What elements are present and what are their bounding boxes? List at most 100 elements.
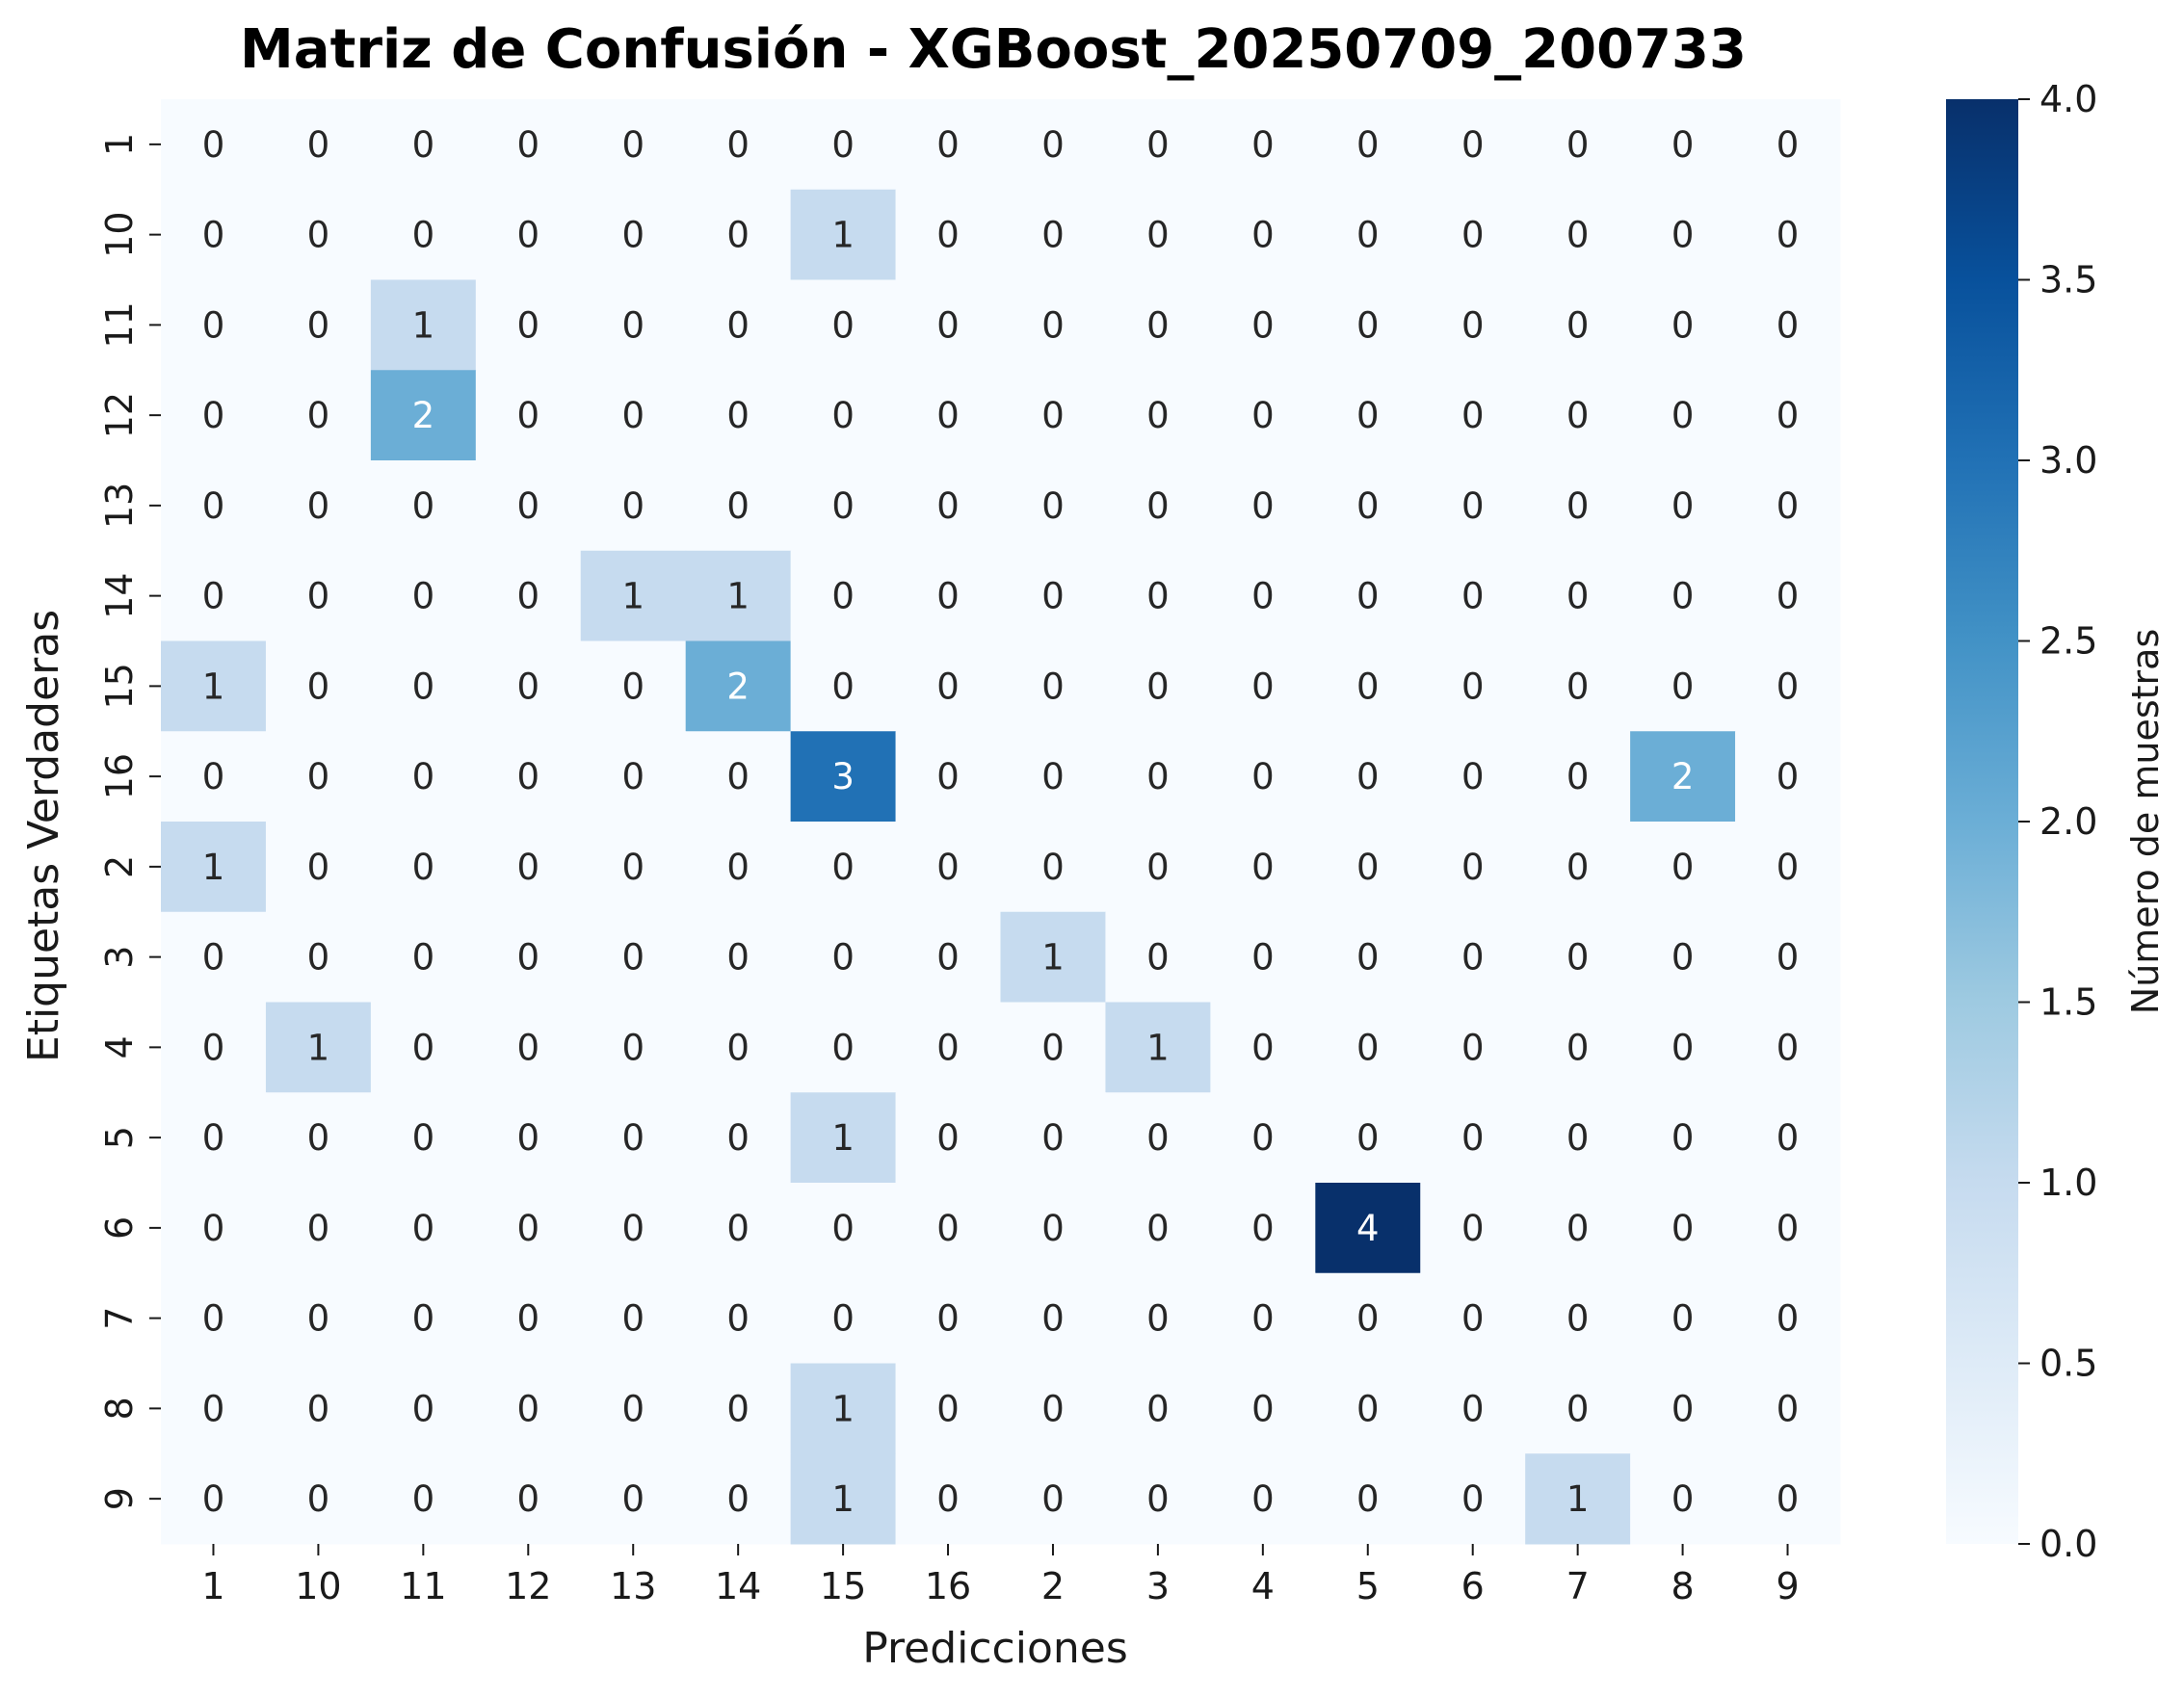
heatmap-cell [1105,1453,1211,1545]
heatmap-cell [1315,550,1421,641]
cell-value-label: 0 [831,1027,855,1068]
cell-value-label: 0 [202,1388,225,1429]
heatmap-cell [1525,1002,1631,1093]
heatmap-cell [265,189,372,280]
heatmap-cell [1210,911,1316,1003]
heatmap-cell [1630,189,1736,280]
heatmap-cell [580,1002,687,1093]
cell-value-label: 0 [1041,1117,1065,1159]
cell-value-label: 0 [1041,847,1065,888]
cell-value-label: 0 [517,1478,540,1520]
cell-value-label: 0 [412,124,435,166]
cell-value-label: 0 [412,847,435,888]
heatmap-cell [1210,279,1316,371]
heatmap-cell [475,1453,582,1545]
cell-value-label: 0 [202,1208,225,1249]
cell-value-label: 0 [1776,847,1800,888]
cell-value-label: 0 [1461,395,1485,436]
cell-value-label: 0 [1251,576,1275,617]
heatmap-cell [475,1363,582,1454]
cell-value-label: 0 [1251,1208,1275,1249]
heatmap-cell [161,99,267,191]
cell-value-label: 0 [1461,124,1485,166]
heatmap-cell [1315,189,1421,280]
cell-value-label: 0 [1146,304,1170,346]
cell-value-label: 0 [936,576,960,617]
cell-value-label: 1 [831,1478,855,1520]
heatmap-cell [1735,1002,1841,1093]
heatmap-cell [475,550,582,641]
heatmap-cell [1210,99,1316,191]
cell-value-label: 0 [936,215,960,256]
heatmap-cell [1000,99,1106,191]
x-tick-label: 7 [1566,1565,1590,1607]
cell-value-label: 0 [1776,1298,1800,1340]
heatmap-cell [1105,822,1211,913]
heatmap-cell [475,1092,582,1184]
cell-value-label: 0 [1776,1208,1800,1249]
cell-value-label: 0 [726,756,750,797]
cell-value-label: 0 [1251,847,1275,888]
cell-value-label: 0 [1776,576,1800,617]
cell-value-label: 0 [1776,1117,1800,1159]
cell-value-label: 0 [1356,937,1380,979]
heatmap-cell [685,822,792,913]
cell-value-label: 0 [1671,937,1695,979]
cell-value-label: 0 [1461,666,1485,707]
heatmap-cell [1210,1363,1316,1454]
cell-value-label: 0 [621,1478,645,1520]
cell-value-label: 0 [1671,1117,1695,1159]
cell-value-label: 0 [1356,1027,1380,1068]
cell-value-label: 0 [621,485,645,527]
heatmap-cell [790,1183,897,1274]
cell-value-label: 0 [1041,215,1065,256]
heatmap-cell [475,279,582,371]
cell-value-label: 0 [1146,485,1170,527]
heatmap-cell [895,1453,1001,1545]
heatmap-cell [580,370,687,461]
cell-value-label: 0 [1671,124,1695,166]
heatmap-cell [1630,460,1736,552]
cell-value-label: 0 [621,304,645,346]
heatmap-cell [685,550,792,641]
y-tick-label: 3 [98,946,141,969]
y-tick-label: 14 [98,572,141,618]
heatmap-cell [1315,99,1421,191]
heatmap-cell [895,370,1001,461]
cell-value-label: 0 [621,1027,645,1068]
cell-value-label: 0 [1776,1478,1800,1520]
heatmap-cell [895,279,1001,371]
heatmap-cell [161,640,267,732]
heatmap-cell [1735,822,1841,913]
heatmap-cell [1000,279,1106,371]
heatmap-cell [790,1453,897,1545]
cell-value-label: 0 [1251,215,1275,256]
cell-value-label: 0 [1356,1117,1380,1159]
cell-value-label: 0 [831,485,855,527]
cell-value-label: 0 [517,215,540,256]
cell-value-label: 0 [621,124,645,166]
cell-value-label: 0 [1776,395,1800,436]
x-tick-label: 12 [505,1565,551,1607]
heatmap-cell [1420,460,1526,552]
heatmap-cell [1105,550,1211,641]
heatmap-cell [265,822,372,913]
cell-value-label: 0 [1671,666,1695,707]
cell-value-label: 0 [621,937,645,979]
y-axis-label: Etiquetas Verdaderas [19,610,68,1062]
heatmap-cell [1000,1002,1106,1093]
colorbar [1946,99,2018,1544]
y-tick-label: 4 [98,1035,141,1058]
colorbar-tick-label: 1.5 [2039,981,2097,1024]
cell-value-label: 0 [307,1298,330,1340]
heatmap-cell [1630,1272,1736,1364]
heatmap-cell [1315,1183,1421,1274]
cell-value-label: 0 [726,847,750,888]
cell-value-label: 0 [1146,1117,1170,1159]
heatmap-cell [161,189,267,280]
cell-value-label: 0 [1776,485,1800,527]
heatmap-cell [1735,1453,1841,1545]
cell-value-label: 0 [412,1208,435,1249]
heatmap-cell [580,1183,687,1274]
cell-value-label: 0 [517,756,540,797]
